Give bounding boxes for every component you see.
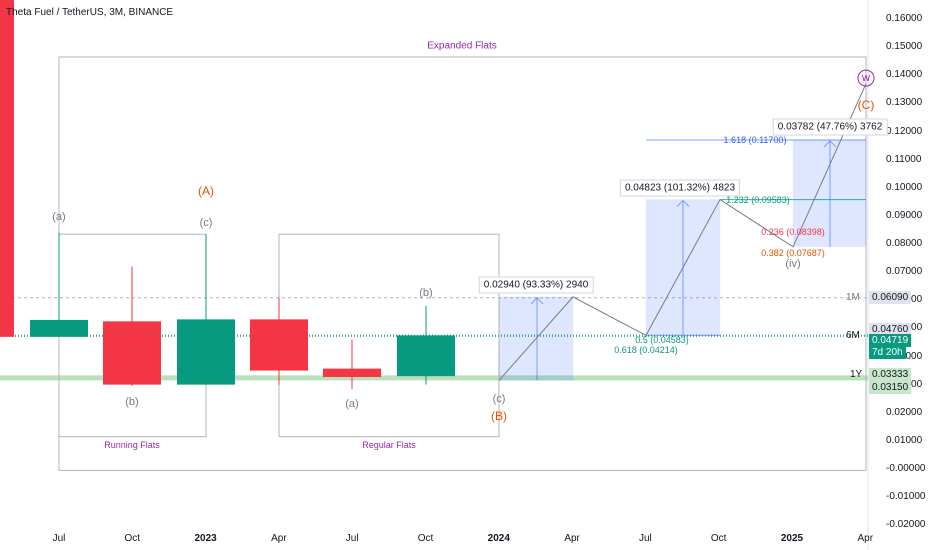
wave-label-A: (A) [198,183,214,198]
projection-arrowhead [676,199,690,207]
y-tick-label: 0.13000 [886,97,923,109]
measure-label-3: 0.03782 (47.76%) 3762 [772,118,888,136]
x-tick-label: Apr [271,533,287,544]
fib-label-0382: 0.382 (0.07687) [761,248,825,259]
wave-label-c2: (c) [492,392,506,405]
wave-label-b1: (b) [125,395,139,408]
box-label-regular-flats: Regular Flats [362,440,416,451]
y-tick-label: 0.08000 [886,238,923,249]
price-tag-countdown: 7d 20h [869,346,906,360]
candle-body [323,368,381,378]
y-tick-label: 0.02000 [886,406,923,418]
projection-arrowhead [823,140,837,148]
measure-label-2: 0.04823 (101.32%) 4823 [619,179,741,197]
y-tick-label: -0.02000 [886,519,926,531]
y-tick-label: 0.12000 [886,125,923,137]
y-tick-label: 0.01000 [886,434,923,446]
fib-label-05: 0.5 (0.04583) [635,334,689,345]
price-tag-1y-lower: 0.03150 [869,381,912,395]
candle-body [177,319,235,385]
side-tag-6m: 6M [846,330,860,342]
x-tick-label: 2025 [780,533,804,544]
box-label-expanded-flats: Expanded Flats [427,40,497,52]
x-tick-label: Oct [710,533,727,544]
support-band-1y [0,375,868,381]
price-tag-upper: 0.04760 [869,323,912,337]
wave-circle-w [857,69,875,87]
x-tick-label: Oct [417,533,434,544]
wave-label-w: w [862,72,870,85]
x-tick-label: Apr [857,533,874,544]
x-tick-label: Jul [638,533,652,544]
x-tick-label: 2024 [487,533,510,544]
structure-box [58,56,867,471]
fib-label-1232: 1.232 (0.09583) [726,194,790,205]
x-tick-label: 2023 [194,533,217,544]
y-tick-label: 0.11000 [886,153,922,165]
projection-arrowhead [530,297,544,305]
x-tick-label: Oct [124,533,141,544]
measure-label-1: 0.02940 (93.33%) 2940 [478,276,594,294]
wave-label-a2: (a) [345,398,359,411]
fib-label-0618: 0.618 (0.04214) [614,344,678,355]
candle-body [103,321,161,385]
y-tick-label: -0.01000 [886,491,926,503]
price-tag-1m: 0.06090 [869,290,912,304]
x-tick-label: Jul [52,533,66,544]
wave-label-iv: (iv) [785,257,801,270]
chart-header: Theta Fuel / TetherUS, 3M, BINANCE [6,7,174,18]
y-tick-label: -0.00000 [886,463,926,474]
wave-label-B: (B) [491,408,507,423]
wave-label-a1: (a) [52,211,66,224]
price-tag-1y-upper: 0.03333 [869,368,912,382]
fib-label-1618: 1.618 (0.11700) [723,134,787,145]
x-tick-label: Jul [345,533,359,544]
y-tick-label: 0.07000 [886,266,923,278]
y-tick-label: 0.15000 [886,41,923,53]
box-label-running-flats: Running Flats [104,440,160,451]
x-tick-label: Apr [564,533,580,544]
wave-label-b2: (b) [419,287,433,300]
side-tag-1y: 1Y [850,369,863,381]
candle-previous-partial [0,0,14,337]
wave-label-c1: (c) [199,216,213,229]
y-tick-label: 0.09000 [886,209,923,221]
side-tag-1m: 1M [846,291,860,303]
fib-label-0236: 0.236 (0.08398) [761,227,825,238]
y-tick-label: 0.16000 [886,13,923,24]
wave-path [498,83,867,381]
wave-label-C: (C) [857,97,875,112]
price-tag-last: 0.04719 [869,334,912,348]
candle-body [30,319,88,337]
candle-body [250,319,308,371]
y-tick-label: 0.14000 [886,69,923,81]
candle-body [397,335,455,377]
y-tick-label: 0.10000 [886,181,923,193]
